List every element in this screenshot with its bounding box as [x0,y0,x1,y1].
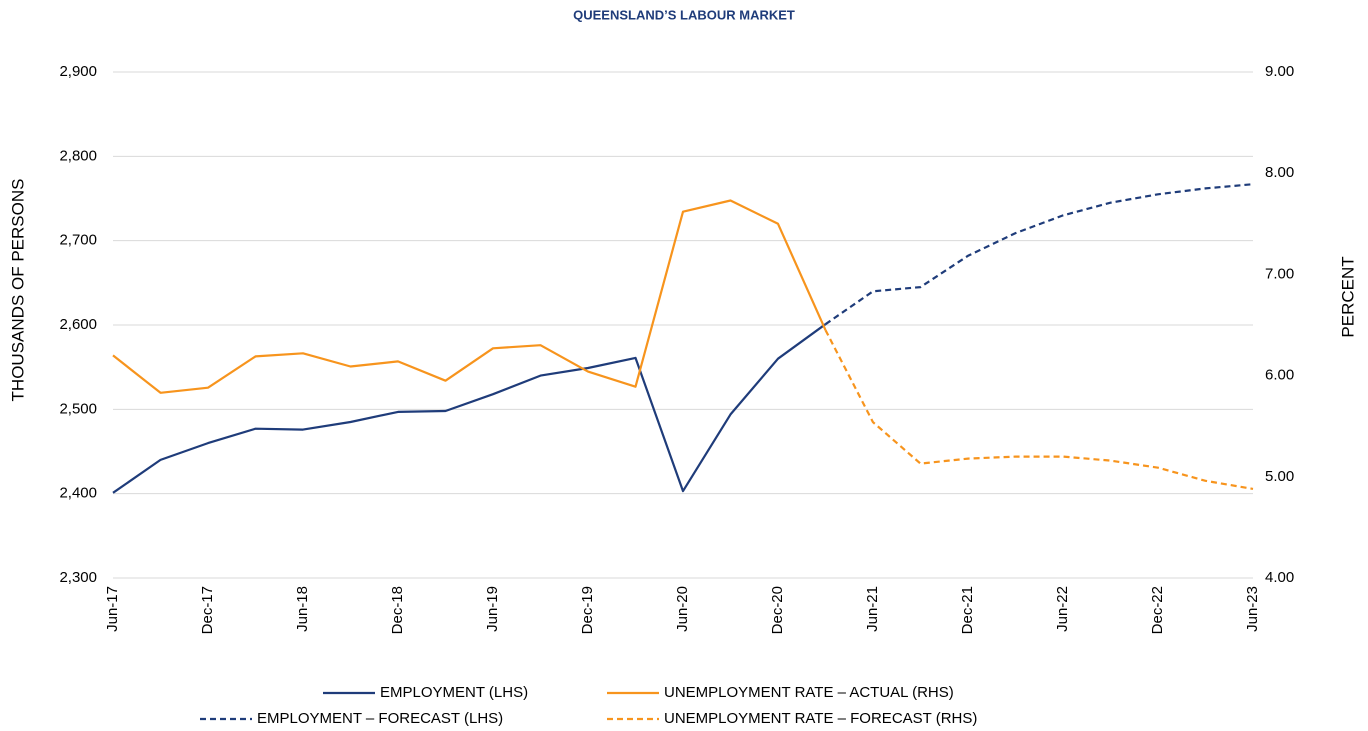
y2-tick-label: 5.00 [1265,468,1294,485]
x-tick-label: Jun-20 [674,586,691,632]
legend-label: UNEMPLOYMENT RATE – FORECAST (RHS) [664,710,977,727]
x-tick-label: Dec-21 [959,586,976,634]
y-tick-label: 2,500 [59,400,97,417]
y-tick-label: 2,600 [59,316,97,333]
y2-axis-title: PERCENT [1338,256,1357,337]
legend-label: EMPLOYMENT (LHS) [380,684,528,701]
y2-tick-label: 6.00 [1265,367,1294,384]
y-tick-label: 2,300 [59,569,97,586]
y2-tick-label: 8.00 [1265,164,1294,181]
series-line [112,323,827,494]
x-tick-label: Dec-22 [1149,586,1166,634]
legend-label: EMPLOYMENT – FORECAST (LHS) [257,710,503,727]
x-tick-label: Jun-23 [1244,586,1261,632]
y-axis-title: THOUSANDS OF PERSONS [8,179,27,402]
chart-title: QUEENSLAND’S LABOUR MARKET [573,7,795,22]
x-tick-label: Jun-17 [104,586,121,632]
x-tick-label: Jun-19 [484,586,501,632]
x-tick-label: Dec-20 [769,586,786,634]
x-tick-label: Jun-21 [864,586,881,632]
series-line [824,329,1254,490]
y2-tick-label: 9.00 [1265,63,1294,80]
series-line [824,183,1254,326]
y-tick-label: 2,400 [59,485,97,502]
x-tick-label: Dec-17 [199,586,216,634]
x-tick-label: Dec-19 [579,586,596,634]
y2-tick-label: 4.00 [1265,569,1294,586]
x-tick-label: Jun-22 [1054,586,1071,632]
x-tick-label: Dec-18 [389,586,406,634]
y-tick-label: 2,900 [59,63,97,80]
series-line [112,199,827,394]
y-tick-label: 2,800 [59,147,97,164]
x-tick-label: Jun-18 [294,586,311,632]
legend-label: UNEMPLOYMENT RATE – ACTUAL (RHS) [664,684,954,701]
y-tick-label: 2,700 [59,232,97,249]
y2-tick-label: 7.00 [1265,265,1294,282]
